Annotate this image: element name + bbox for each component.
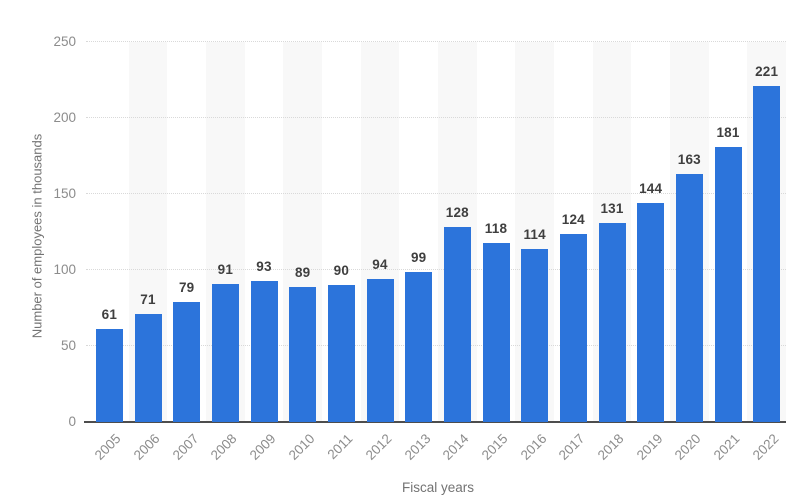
bar-2013[interactable] — [405, 271, 433, 422]
y-axis-title: Number of employees in thousands — [29, 133, 45, 339]
bar-2010[interactable] — [289, 286, 317, 422]
bar-value-label: 61 — [101, 307, 118, 323]
gridline — [86, 269, 786, 270]
bar-2022[interactable] — [753, 86, 781, 422]
y-tick-label: 0 — [68, 414, 76, 429]
bar-value-label: 91 — [217, 261, 234, 277]
bar-value-label: 163 — [677, 152, 701, 168]
gridline — [86, 193, 786, 194]
bar-value-label: 181 — [716, 124, 740, 140]
bar-value-label: 118 — [484, 220, 508, 236]
bar-2016[interactable] — [521, 248, 549, 422]
gridline — [86, 117, 786, 118]
bar-2006[interactable] — [134, 314, 162, 422]
bar-2018[interactable] — [598, 222, 626, 422]
bar-value-label: 94 — [372, 257, 388, 273]
bar-value-label: 90 — [333, 263, 350, 279]
bar-2005[interactable] — [95, 329, 123, 422]
bar-2008[interactable] — [211, 283, 239, 422]
bar-value-label: 79 — [178, 279, 195, 295]
y-tick-label: 50 — [60, 338, 76, 353]
x-axis-title: Fiscal years — [401, 480, 474, 495]
bar-2020[interactable] — [675, 174, 703, 422]
gridline — [86, 41, 786, 42]
bar-2015[interactable] — [482, 242, 510, 422]
bar-value-label: 144 — [639, 181, 663, 197]
y-tick-label: 150 — [53, 186, 76, 201]
bar-2009[interactable] — [250, 280, 278, 422]
bar-2012[interactable] — [366, 279, 394, 422]
bar-value-label: 93 — [256, 258, 272, 274]
gridline — [86, 345, 786, 346]
bar-2007[interactable] — [173, 301, 201, 422]
bar-2011[interactable] — [327, 285, 355, 422]
bar-2017[interactable] — [559, 233, 587, 422]
y-tick-label: 100 — [53, 262, 76, 277]
x-axis-line — [84, 421, 786, 423]
y-tick-label: 200 — [53, 110, 76, 125]
bar-value-label: 128 — [445, 205, 469, 221]
bar-2021[interactable] — [714, 146, 742, 422]
bar-value-label: 114 — [523, 226, 546, 242]
bar-value-label: 131 — [600, 200, 624, 216]
bar-2014[interactable] — [443, 227, 471, 422]
bar-value-label: 89 — [294, 264, 311, 280]
bar-value-label: 99 — [410, 249, 427, 265]
bar-2019[interactable] — [637, 203, 665, 422]
bar-value-label: 71 — [140, 292, 156, 308]
bar-value-label: 221 — [755, 64, 779, 80]
y-tick-label: 250 — [53, 34, 76, 49]
bar-value-label: 124 — [561, 211, 585, 227]
